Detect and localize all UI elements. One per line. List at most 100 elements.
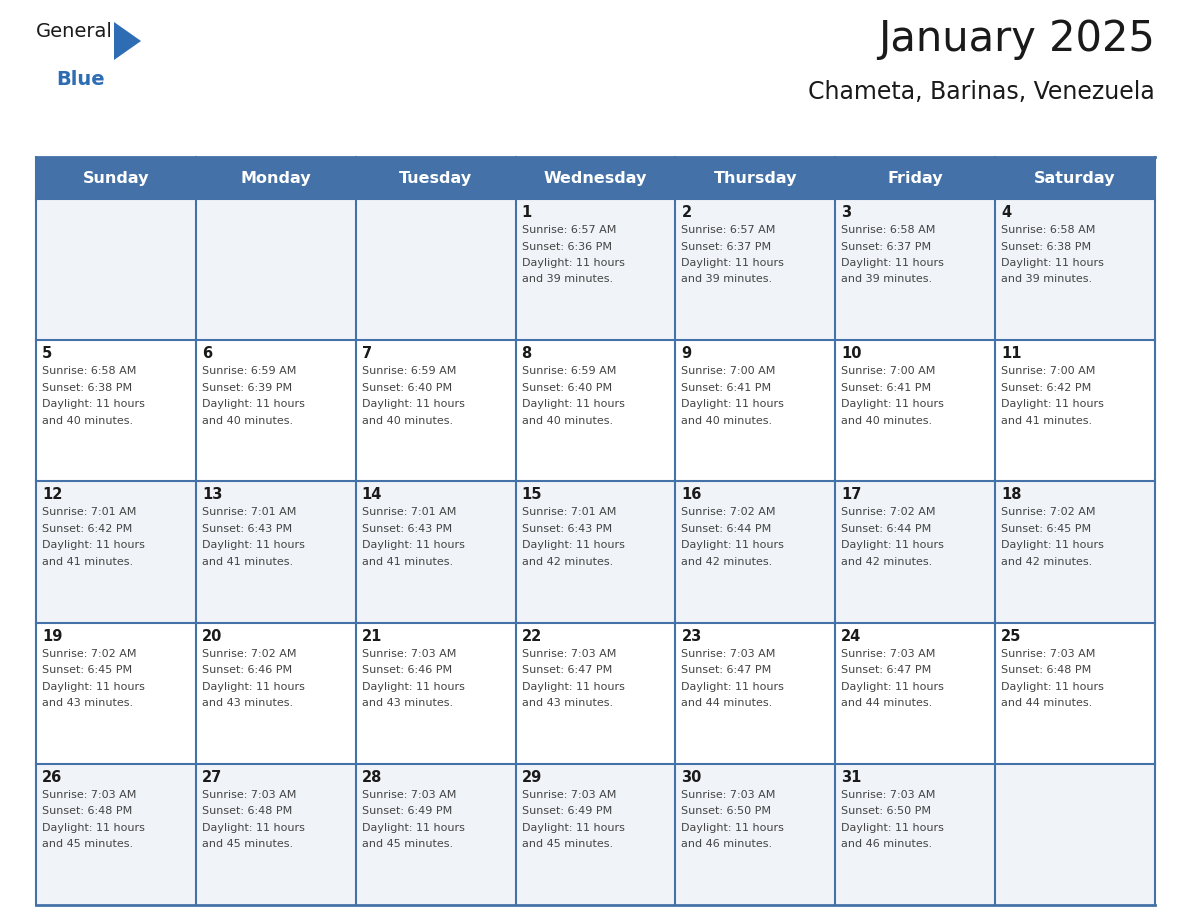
Text: 23: 23	[682, 629, 702, 644]
Text: and 41 minutes.: and 41 minutes.	[42, 557, 133, 567]
Text: Daylight: 11 hours: Daylight: 11 hours	[1001, 258, 1104, 268]
Text: and 39 minutes.: and 39 minutes.	[1001, 274, 1092, 285]
Text: and 40 minutes.: and 40 minutes.	[841, 416, 933, 426]
Text: Daylight: 11 hours: Daylight: 11 hours	[522, 399, 625, 409]
Text: Sunrise: 6:59 AM: Sunrise: 6:59 AM	[361, 366, 456, 376]
Text: Sunrise: 7:03 AM: Sunrise: 7:03 AM	[522, 649, 615, 658]
Text: 12: 12	[42, 487, 63, 502]
Text: Daylight: 11 hours: Daylight: 11 hours	[42, 823, 145, 833]
Text: Sunrise: 7:03 AM: Sunrise: 7:03 AM	[522, 789, 615, 800]
Text: Sunrise: 7:00 AM: Sunrise: 7:00 AM	[1001, 366, 1095, 376]
Bar	[676, 481, 835, 622]
Polygon shape	[114, 22, 141, 60]
Text: Sunrise: 6:58 AM: Sunrise: 6:58 AM	[42, 366, 137, 376]
Text: 1: 1	[522, 205, 532, 220]
Text: Sunset: 6:43 PM: Sunset: 6:43 PM	[202, 524, 292, 534]
Text: 7: 7	[361, 346, 372, 361]
Bar	[516, 199, 676, 341]
Bar	[996, 341, 1155, 481]
Text: and 46 minutes.: and 46 minutes.	[841, 839, 933, 849]
Text: Sunset: 6:48 PM: Sunset: 6:48 PM	[42, 806, 132, 816]
Text: Sunrise: 7:03 AM: Sunrise: 7:03 AM	[682, 649, 776, 658]
Text: Sunset: 6:38 PM: Sunset: 6:38 PM	[1001, 241, 1092, 252]
Text: Sunset: 6:45 PM: Sunset: 6:45 PM	[1001, 524, 1092, 534]
Text: 22: 22	[522, 629, 542, 644]
Text: Sunset: 6:42 PM: Sunset: 6:42 PM	[1001, 383, 1092, 393]
Text: and 42 minutes.: and 42 minutes.	[841, 557, 933, 567]
Bar	[36, 157, 1155, 199]
Text: Sunset: 6:42 PM: Sunset: 6:42 PM	[42, 524, 132, 534]
Text: and 40 minutes.: and 40 minutes.	[202, 416, 293, 426]
Text: 5: 5	[42, 346, 52, 361]
Text: 31: 31	[841, 770, 861, 785]
Text: Tuesday: Tuesday	[399, 171, 472, 185]
Text: Daylight: 11 hours: Daylight: 11 hours	[202, 823, 305, 833]
Bar	[516, 341, 676, 481]
Text: Sunrise: 7:03 AM: Sunrise: 7:03 AM	[841, 789, 936, 800]
Text: and 40 minutes.: and 40 minutes.	[522, 416, 613, 426]
Text: Sunset: 6:40 PM: Sunset: 6:40 PM	[361, 383, 451, 393]
Text: Daylight: 11 hours: Daylight: 11 hours	[522, 823, 625, 833]
Text: Sunset: 6:48 PM: Sunset: 6:48 PM	[1001, 666, 1092, 675]
Text: Daylight: 11 hours: Daylight: 11 hours	[42, 681, 145, 691]
Text: Sunrise: 7:01 AM: Sunrise: 7:01 AM	[42, 508, 137, 518]
Text: Sunset: 6:37 PM: Sunset: 6:37 PM	[841, 241, 931, 252]
Bar	[36, 622, 196, 764]
Text: and 44 minutes.: and 44 minutes.	[841, 698, 933, 708]
Text: 13: 13	[202, 487, 222, 502]
Bar	[835, 199, 996, 341]
Text: and 46 minutes.: and 46 minutes.	[682, 839, 772, 849]
Text: 20: 20	[202, 629, 222, 644]
Text: and 41 minutes.: and 41 minutes.	[361, 557, 453, 567]
Text: 16: 16	[682, 487, 702, 502]
Text: Daylight: 11 hours: Daylight: 11 hours	[682, 823, 784, 833]
Text: Sunset: 6:44 PM: Sunset: 6:44 PM	[682, 524, 772, 534]
Text: Daylight: 11 hours: Daylight: 11 hours	[42, 399, 145, 409]
Text: Sunset: 6:44 PM: Sunset: 6:44 PM	[841, 524, 931, 534]
Text: 17: 17	[841, 487, 861, 502]
Text: Daylight: 11 hours: Daylight: 11 hours	[682, 681, 784, 691]
Text: Daylight: 11 hours: Daylight: 11 hours	[841, 681, 944, 691]
Text: and 43 minutes.: and 43 minutes.	[202, 698, 293, 708]
Bar	[996, 199, 1155, 341]
Text: 10: 10	[841, 346, 861, 361]
Text: Sunset: 6:46 PM: Sunset: 6:46 PM	[361, 666, 451, 675]
Text: Sunset: 6:41 PM: Sunset: 6:41 PM	[682, 383, 771, 393]
Bar	[516, 622, 676, 764]
Text: Sunrise: 7:01 AM: Sunrise: 7:01 AM	[202, 508, 296, 518]
Text: Sunrise: 6:59 AM: Sunrise: 6:59 AM	[202, 366, 296, 376]
Text: 29: 29	[522, 770, 542, 785]
Text: Daylight: 11 hours: Daylight: 11 hours	[682, 541, 784, 551]
Text: and 40 minutes.: and 40 minutes.	[682, 416, 772, 426]
Bar	[676, 764, 835, 905]
Text: Sunrise: 6:59 AM: Sunrise: 6:59 AM	[522, 366, 615, 376]
Bar	[355, 764, 516, 905]
Text: Sunset: 6:50 PM: Sunset: 6:50 PM	[841, 806, 931, 816]
Text: Sunset: 6:41 PM: Sunset: 6:41 PM	[841, 383, 931, 393]
Text: Sunset: 6:43 PM: Sunset: 6:43 PM	[361, 524, 451, 534]
Text: Daylight: 11 hours: Daylight: 11 hours	[1001, 681, 1104, 691]
Bar	[676, 341, 835, 481]
Text: 25: 25	[1001, 629, 1022, 644]
Bar	[996, 764, 1155, 905]
Text: Daylight: 11 hours: Daylight: 11 hours	[841, 823, 944, 833]
Text: Sunset: 6:43 PM: Sunset: 6:43 PM	[522, 524, 612, 534]
Text: Sunrise: 7:02 AM: Sunrise: 7:02 AM	[1001, 508, 1095, 518]
Text: Daylight: 11 hours: Daylight: 11 hours	[361, 681, 465, 691]
Text: 19: 19	[42, 629, 63, 644]
Bar	[835, 481, 996, 622]
Text: Sunrise: 6:58 AM: Sunrise: 6:58 AM	[1001, 225, 1095, 235]
Text: Sunrise: 7:03 AM: Sunrise: 7:03 AM	[202, 789, 296, 800]
Text: and 39 minutes.: and 39 minutes.	[522, 274, 613, 285]
Text: Chameta, Barinas, Venezuela: Chameta, Barinas, Venezuela	[808, 80, 1155, 104]
Text: Daylight: 11 hours: Daylight: 11 hours	[1001, 541, 1104, 551]
Text: 27: 27	[202, 770, 222, 785]
Text: 15: 15	[522, 487, 542, 502]
Text: Sunset: 6:47 PM: Sunset: 6:47 PM	[682, 666, 772, 675]
Text: and 45 minutes.: and 45 minutes.	[361, 839, 453, 849]
Text: Sunrise: 7:03 AM: Sunrise: 7:03 AM	[361, 789, 456, 800]
Text: Sunrise: 6:57 AM: Sunrise: 6:57 AM	[522, 225, 615, 235]
Bar	[996, 481, 1155, 622]
Text: and 44 minutes.: and 44 minutes.	[1001, 698, 1093, 708]
Bar	[196, 199, 355, 341]
